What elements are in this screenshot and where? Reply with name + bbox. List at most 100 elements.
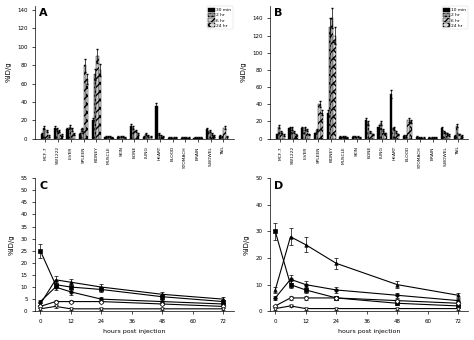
Bar bbox=[56, 130, 58, 139]
Bar bbox=[321, 113, 323, 139]
Bar bbox=[175, 138, 177, 139]
Bar bbox=[96, 56, 99, 139]
Text: C: C bbox=[39, 181, 47, 191]
Bar bbox=[124, 138, 126, 139]
Bar bbox=[435, 138, 438, 139]
Bar bbox=[433, 138, 435, 139]
Bar bbox=[196, 138, 198, 139]
Bar bbox=[369, 132, 372, 139]
Bar bbox=[147, 136, 149, 139]
Bar bbox=[331, 18, 334, 139]
Bar bbox=[448, 135, 450, 139]
Bar bbox=[43, 128, 46, 139]
Y-axis label: %ID/g: %ID/g bbox=[6, 62, 11, 82]
Bar bbox=[308, 134, 310, 139]
Bar bbox=[316, 130, 319, 139]
Y-axis label: %ID/g: %ID/g bbox=[244, 234, 250, 255]
Y-axis label: %ID/g: %ID/g bbox=[240, 62, 246, 82]
Bar bbox=[359, 138, 361, 139]
Bar bbox=[54, 128, 56, 139]
Bar bbox=[346, 138, 348, 139]
Y-axis label: %ID/g: %ID/g bbox=[9, 234, 15, 255]
Bar bbox=[206, 130, 209, 139]
Legend: 10 min, 2 hr, 6 hr, 24 hr: 10 min, 2 hr, 6 hr, 24 hr bbox=[442, 6, 467, 29]
Bar bbox=[456, 126, 458, 139]
Bar bbox=[395, 132, 397, 139]
Bar bbox=[327, 113, 329, 139]
Bar bbox=[111, 138, 114, 139]
X-axis label: hours post injection: hours post injection bbox=[103, 329, 165, 335]
Bar bbox=[155, 106, 157, 139]
Bar bbox=[339, 137, 342, 139]
Bar bbox=[301, 128, 303, 139]
Bar bbox=[289, 128, 291, 139]
Bar bbox=[461, 136, 463, 139]
Bar bbox=[283, 135, 285, 139]
Bar bbox=[303, 128, 306, 139]
Bar bbox=[458, 134, 461, 139]
Bar bbox=[372, 134, 374, 139]
Bar bbox=[71, 130, 73, 139]
Bar bbox=[291, 128, 293, 139]
Bar bbox=[48, 136, 50, 139]
Bar bbox=[334, 36, 336, 139]
Bar bbox=[352, 137, 354, 139]
Bar bbox=[430, 138, 433, 139]
Bar bbox=[377, 126, 380, 139]
Bar bbox=[410, 121, 412, 139]
Bar bbox=[91, 120, 94, 139]
Bar bbox=[382, 130, 384, 139]
Bar bbox=[443, 132, 446, 139]
Bar bbox=[94, 74, 96, 139]
Bar bbox=[143, 137, 145, 139]
Bar bbox=[104, 137, 107, 139]
Bar bbox=[188, 138, 190, 139]
Bar bbox=[58, 131, 60, 139]
Bar bbox=[86, 79, 88, 139]
Bar bbox=[392, 128, 395, 139]
Bar bbox=[446, 134, 448, 139]
Bar bbox=[416, 137, 418, 139]
Bar bbox=[79, 134, 81, 139]
Bar bbox=[384, 134, 387, 139]
Bar bbox=[210, 134, 213, 139]
Bar bbox=[137, 134, 139, 139]
Bar bbox=[276, 134, 278, 139]
Bar bbox=[132, 128, 135, 139]
Bar bbox=[344, 137, 346, 139]
Bar bbox=[420, 138, 422, 139]
Bar bbox=[454, 136, 456, 139]
Bar bbox=[213, 136, 215, 139]
Bar bbox=[390, 94, 392, 139]
Bar bbox=[441, 128, 443, 139]
Bar bbox=[278, 126, 280, 139]
Bar bbox=[170, 138, 173, 139]
Bar bbox=[226, 137, 228, 139]
Bar bbox=[185, 138, 188, 139]
Bar bbox=[280, 132, 283, 139]
Bar bbox=[162, 137, 164, 139]
Bar bbox=[183, 138, 185, 139]
Bar bbox=[109, 137, 111, 139]
Bar bbox=[418, 138, 420, 139]
Bar bbox=[119, 137, 122, 139]
Bar bbox=[200, 138, 202, 139]
Bar bbox=[193, 138, 196, 139]
Bar bbox=[342, 137, 344, 139]
Bar bbox=[314, 134, 316, 139]
Bar bbox=[293, 132, 295, 139]
Text: A: A bbox=[39, 8, 48, 18]
Bar bbox=[117, 137, 119, 139]
Bar bbox=[319, 104, 321, 139]
Bar bbox=[99, 70, 101, 139]
Bar bbox=[354, 137, 356, 139]
Bar bbox=[160, 136, 162, 139]
Bar bbox=[329, 27, 331, 139]
Bar bbox=[295, 135, 298, 139]
X-axis label: hours post injection: hours post injection bbox=[338, 329, 401, 335]
Legend: 30 min, 2 hr, 6 hr, 24 hr: 30 min, 2 hr, 6 hr, 24 hr bbox=[207, 6, 233, 29]
Bar bbox=[198, 138, 200, 139]
Bar bbox=[41, 134, 43, 139]
Bar bbox=[145, 134, 147, 139]
Bar bbox=[66, 130, 69, 139]
